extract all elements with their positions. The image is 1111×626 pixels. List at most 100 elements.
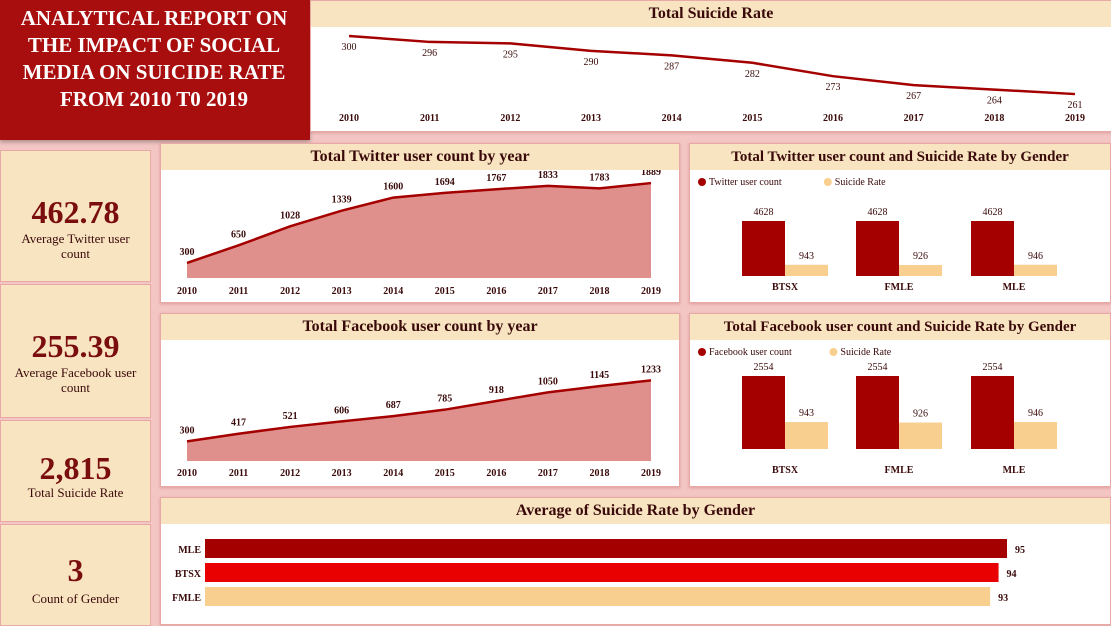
avg-gender-title: Average of Suicide Rate by Gender — [161, 498, 1110, 524]
legend-label: Suicide Rate — [840, 347, 891, 358]
x-tick-label: 2016 — [823, 113, 843, 124]
facebook-gender-bar-chart: Facebook user count Suicide Rate 2554 943 BT… — [698, 347, 1057, 476]
data-label: 2554 — [868, 362, 888, 373]
bar — [971, 376, 1014, 449]
x-tick-label: MLE — [1003, 282, 1026, 293]
twitter-gender-title: Total Twitter user count and Suicide Rat… — [690, 144, 1110, 170]
kpi-gender-count-value: 3 — [67, 552, 84, 588]
data-label: 687 — [386, 400, 401, 411]
facebook-gender-panel: Total Facebook user count and Suicide Ra… — [689, 313, 1111, 487]
data-label: 300 — [180, 425, 195, 436]
bar — [1014, 421, 1057, 449]
data-label: 521 — [283, 411, 298, 422]
legend-marker — [698, 178, 706, 186]
suicide-rate-title: Total Suicide Rate — [311, 1, 1111, 27]
twitter-gender-panel: Total Twitter user count and Suicide Rat… — [689, 143, 1111, 303]
legend-label: Suicide Rate — [835, 177, 886, 188]
data-label: 946 — [1028, 408, 1043, 419]
legend-label: Twitter user count — [709, 177, 782, 188]
x-tick-label: BTSX — [772, 282, 799, 293]
x-tick-label: 2018 — [589, 468, 609, 479]
data-label: 273 — [826, 82, 841, 93]
twitter-line — [186, 181, 652, 265]
data-label: 785 — [437, 394, 452, 405]
data-label: 943 — [799, 251, 814, 262]
x-tick-label: BTSX — [772, 465, 799, 476]
x-tick-label: 2017 — [538, 286, 558, 297]
x-tick-label: FMLE — [885, 282, 914, 293]
data-label: 946 — [1028, 251, 1043, 262]
kpi-avg-facebook-value: 255.39 — [31, 328, 120, 364]
facebook-year-title: Total Facebook user count by year — [161, 314, 679, 340]
data-label: 1028 — [280, 210, 300, 221]
twitter-year-title: Total Twitter user count by year — [161, 144, 679, 170]
facebook-gender-title: Total Facebook user count and Suicide Ra… — [690, 314, 1110, 340]
avg-gender-panel: Average of Suicide Rate by Gender MLE 95 B… — [160, 497, 1111, 625]
data-label: 264 — [987, 96, 1002, 107]
bar — [971, 221, 1014, 276]
data-label: 295 — [503, 49, 518, 60]
x-tick-label: 2010 — [177, 286, 197, 297]
y-tick-label: BTSX — [175, 569, 202, 580]
bar — [899, 264, 942, 276]
data-label: 1767 — [486, 173, 506, 184]
data-label: 93 — [998, 593, 1008, 604]
legend-marker — [823, 178, 832, 186]
data-label: 95 — [1015, 545, 1025, 556]
data-label: 1145 — [590, 370, 609, 381]
suicide-rate-line — [348, 34, 1076, 96]
facebook-year-panel: Total Facebook user count by year 300 201… — [160, 313, 680, 487]
x-tick-label: 2013 — [332, 286, 352, 297]
y-tick-label: FMLE — [172, 593, 201, 604]
data-label: 4628 — [754, 207, 774, 218]
x-tick-label: 2012 — [280, 468, 300, 479]
x-tick-label: 2016 — [486, 286, 506, 297]
data-label: 417 — [231, 418, 246, 429]
bar — [742, 221, 785, 276]
x-tick-label: 2017 — [904, 113, 924, 124]
data-label: 2554 — [754, 362, 774, 373]
x-tick-label: 2019 — [641, 468, 661, 479]
x-tick-label: 2010 — [339, 113, 359, 124]
x-tick-label: MLE — [1003, 465, 1026, 476]
kpi-gender-count-label: Count of Gender — [31, 591, 120, 606]
data-label: 1833 — [538, 170, 558, 181]
x-tick-label: 2013 — [581, 113, 601, 124]
facebook-line — [186, 379, 652, 443]
avg-gender-bar-chart: MLE 95 BTSX 94 FMLE 93 — [172, 539, 1025, 606]
x-tick-label: 2017 — [538, 468, 558, 479]
x-tick-label: 2010 — [177, 468, 197, 479]
twitter-area-chart: 300 2010 650 2011 1028 2012 1339 2013 1600 2014 16… — [177, 170, 661, 297]
bar — [205, 563, 999, 582]
data-label: 94 — [1007, 569, 1017, 580]
x-tick-label: 2019 — [641, 286, 661, 297]
data-label: 287 — [664, 61, 679, 72]
twitter-area — [187, 183, 651, 278]
data-label: 290 — [584, 57, 599, 68]
data-label: 296 — [422, 48, 437, 59]
x-tick-label: 2011 — [229, 286, 248, 297]
x-tick-label: 2014 — [662, 113, 682, 124]
data-label: 606 — [334, 405, 349, 416]
data-label: 650 — [231, 229, 246, 240]
x-tick-label: FMLE — [885, 465, 914, 476]
data-label: 267 — [906, 91, 921, 102]
x-tick-label: 2013 — [332, 468, 352, 479]
data-label: 1783 — [589, 172, 609, 183]
data-label: 1889 — [641, 170, 661, 178]
report-title-box: ANALYTICAL REPORT ON THE IMPACT OF SOCIA… — [0, 0, 310, 140]
kpi-avg-facebook: 255.39 Average Facebook user count — [0, 284, 151, 418]
kpi-total-suicide-label: Total Suicide Rate — [27, 485, 124, 500]
data-label: 300 — [342, 42, 357, 53]
legend-label: Facebook user count — [709, 347, 792, 358]
data-label: 1233 — [641, 364, 661, 375]
data-label: 2554 — [983, 362, 1003, 373]
x-tick-label: 2015 — [742, 113, 762, 124]
x-tick-label: 2018 — [984, 113, 1004, 124]
twitter-gender-bar-chart: Twitter user count Suicide Rate 4628 943 BTS… — [698, 177, 1057, 293]
bar — [899, 422, 942, 449]
bar — [856, 221, 899, 276]
data-label: 1694 — [435, 177, 455, 188]
kpi-avg-facebook-label: Average Facebook user count — [14, 365, 137, 395]
facebook-area-chart: 300 2010 417 2011 521 2012 606 2013 687 2014 785 20… — [177, 364, 661, 479]
